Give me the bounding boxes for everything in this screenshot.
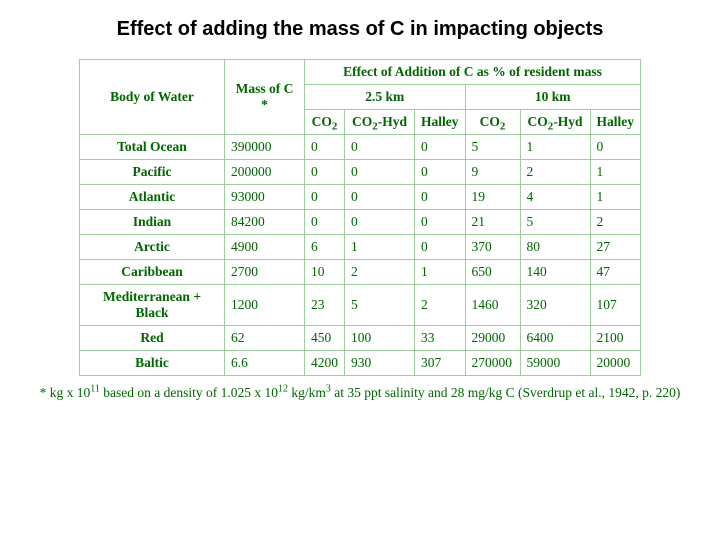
row-label: Indian (80, 210, 225, 235)
cell: 930 (345, 351, 415, 376)
table-row: Indian842000002152 (80, 210, 641, 235)
cell: 27 (590, 235, 641, 260)
table-row: Mediterranean + Black120023521460320107 (80, 285, 641, 326)
col-d2-co2hyd: CO2-Hyd (520, 110, 590, 135)
cell: 0 (415, 210, 466, 235)
col-effect: Effect of Addition of C as % of resident… (305, 60, 641, 85)
cell: 0 (345, 160, 415, 185)
cell: 5 (520, 210, 590, 235)
table-row: Atlantic930000001941 (80, 185, 641, 210)
cell: 20000 (590, 351, 641, 376)
cell: 270000 (465, 351, 520, 376)
cell: 1460 (465, 285, 520, 326)
cell: 1 (590, 185, 641, 210)
cell: 1 (590, 160, 641, 185)
cell: 2 (590, 210, 641, 235)
cell: 4900 (225, 235, 305, 260)
cell: 19 (465, 185, 520, 210)
cell: 0 (415, 135, 466, 160)
cell: 650 (465, 260, 520, 285)
row-label: Total Ocean (80, 135, 225, 160)
cell: 140 (520, 260, 590, 285)
cell: 4200 (305, 351, 345, 376)
cell: 62 (225, 326, 305, 351)
cell: 370 (465, 235, 520, 260)
cell: 0 (590, 135, 641, 160)
cell: 23 (305, 285, 345, 326)
cell: 1 (415, 260, 466, 285)
cell: 100 (345, 326, 415, 351)
row-label: Baltic (80, 351, 225, 376)
row-label: Arctic (80, 235, 225, 260)
cell: 1 (345, 235, 415, 260)
col-body: Body of Water (80, 60, 225, 135)
cell: 307 (415, 351, 466, 376)
cell: 2 (415, 285, 466, 326)
cell: 0 (345, 185, 415, 210)
col-d1-co2: CO2 (305, 110, 345, 135)
col-d1: 2.5 km (305, 85, 466, 110)
cell: 320 (520, 285, 590, 326)
cell: 4 (520, 185, 590, 210)
cell: 390000 (225, 135, 305, 160)
cell: 0 (305, 210, 345, 235)
row-label: Pacific (80, 160, 225, 185)
cell: 29000 (465, 326, 520, 351)
col-d1-halley: Halley (415, 110, 466, 135)
cell: 84200 (225, 210, 305, 235)
cell: 21 (465, 210, 520, 235)
cell: 0 (305, 160, 345, 185)
row-label: Atlantic (80, 185, 225, 210)
data-table: Body of Water Mass of C * Effect of Addi… (79, 59, 641, 376)
table-row: Pacific200000000921 (80, 160, 641, 185)
page-title: Effect of adding the mass of C in impact… (0, 0, 720, 59)
cell: 0 (305, 135, 345, 160)
cell: 2700 (225, 260, 305, 285)
table-row: Baltic6.642009303072700005900020000 (80, 351, 641, 376)
table-row: Arctic49006103708027 (80, 235, 641, 260)
cell: 107 (590, 285, 641, 326)
row-label: Caribbean (80, 260, 225, 285)
cell: 2 (345, 260, 415, 285)
cell: 59000 (520, 351, 590, 376)
cell: 2 (520, 160, 590, 185)
cell: 80 (520, 235, 590, 260)
cell: 6.6 (225, 351, 305, 376)
header-row-1: Body of Water Mass of C * Effect of Addi… (80, 60, 641, 85)
cell: 1 (520, 135, 590, 160)
row-label: Mediterranean + Black (80, 285, 225, 326)
cell: 0 (415, 185, 466, 210)
cell: 2100 (590, 326, 641, 351)
col-mass: Mass of C * (225, 60, 305, 135)
cell: 5 (465, 135, 520, 160)
table-row: Total Ocean390000000510 (80, 135, 641, 160)
cell: 6400 (520, 326, 590, 351)
footnote: * kg x 1011 based on a density of 1.025 … (0, 376, 720, 402)
cell: 0 (415, 160, 466, 185)
table-row: Red62450100332900064002100 (80, 326, 641, 351)
cell: 6 (305, 235, 345, 260)
cell: 10 (305, 260, 345, 285)
cell: 93000 (225, 185, 305, 210)
col-d2-halley: Halley (590, 110, 641, 135)
cell: 0 (345, 135, 415, 160)
cell: 0 (305, 185, 345, 210)
cell: 9 (465, 160, 520, 185)
col-d2-co2: CO2 (465, 110, 520, 135)
row-label: Red (80, 326, 225, 351)
cell: 450 (305, 326, 345, 351)
cell: 0 (345, 210, 415, 235)
cell: 5 (345, 285, 415, 326)
cell: 1200 (225, 285, 305, 326)
cell: 47 (590, 260, 641, 285)
col-d2: 10 km (465, 85, 641, 110)
col-d1-co2hyd: CO2-Hyd (345, 110, 415, 135)
cell: 0 (415, 235, 466, 260)
cell: 200000 (225, 160, 305, 185)
table-row: Caribbean2700102165014047 (80, 260, 641, 285)
cell: 33 (415, 326, 466, 351)
